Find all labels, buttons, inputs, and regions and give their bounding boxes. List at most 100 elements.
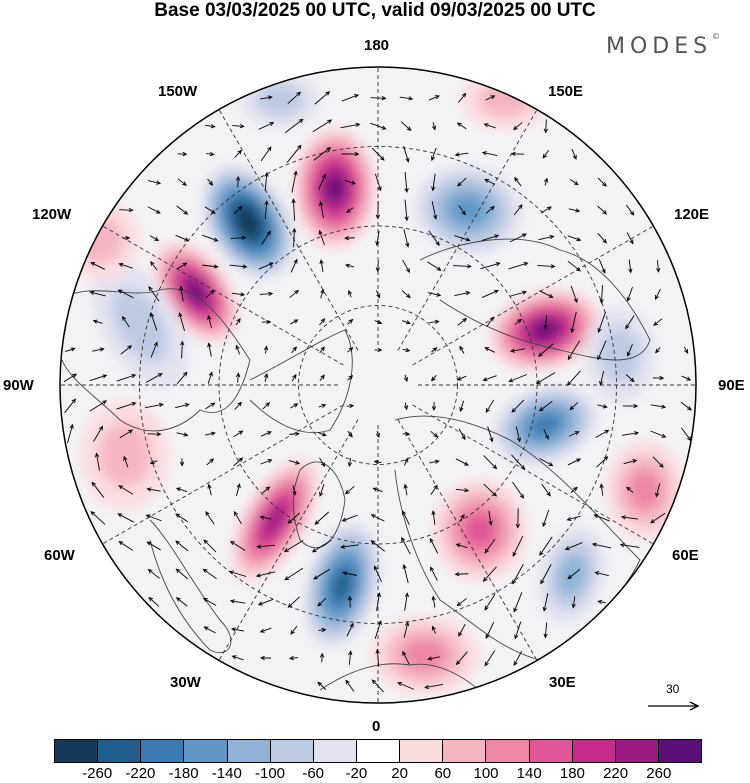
lon-label-60e: 60E (672, 547, 699, 564)
wind-vector (597, 404, 608, 409)
wind-vector (371, 679, 385, 693)
meridian-line (212, 419, 359, 672)
wind-vector (458, 92, 467, 103)
wind-vector (403, 374, 408, 383)
meridian-line (212, 98, 359, 351)
wind-vector (626, 286, 633, 302)
wind-vector (429, 537, 439, 554)
wind-vector (511, 454, 526, 470)
wind-vector (284, 567, 304, 581)
wind-vector (508, 262, 529, 270)
wind-vector (286, 144, 302, 163)
wind-vector (347, 289, 353, 298)
wind-vector (260, 95, 273, 100)
wind-vector (571, 148, 577, 160)
wind-vector (207, 314, 213, 329)
wind-vector (484, 594, 496, 611)
wind-vector (374, 620, 382, 640)
coastline (292, 461, 346, 549)
wind-vector (179, 458, 185, 467)
wind-vector (510, 151, 525, 157)
wind-vector (258, 122, 275, 130)
wind-vector (375, 648, 380, 667)
wind-vector (597, 311, 606, 333)
wind-vector (535, 372, 556, 385)
wind-vector (148, 596, 160, 607)
wind-vector (260, 146, 272, 162)
wind-vector (340, 122, 361, 129)
map-title: Base 03/03/2025 00 UTC, valid 09/03/2025… (154, 0, 596, 21)
wind-vector (650, 430, 667, 438)
wind-vector (233, 430, 244, 438)
wind-vector (431, 347, 438, 353)
wind-vector (314, 511, 330, 525)
lon-label-90e: 90E (718, 377, 745, 394)
wind-vector (626, 232, 634, 245)
wind-vector (374, 173, 382, 192)
wind-vector (347, 347, 354, 353)
wind-vector (116, 401, 137, 410)
wind-vector (318, 173, 326, 190)
wind-vector (374, 320, 383, 325)
wind-vector (90, 262, 106, 270)
wind-vector (564, 542, 583, 551)
wind-vector (480, 262, 501, 270)
wind-vector (256, 544, 275, 549)
wind-vector (118, 485, 134, 495)
wind-vector (345, 679, 355, 692)
wind-vector (482, 375, 497, 382)
wind-vector (403, 457, 409, 466)
wind-vector (207, 178, 214, 186)
wind-vector (514, 621, 522, 640)
wind-vector (92, 319, 103, 324)
meridian-line (397, 98, 544, 351)
wind-vector (481, 289, 499, 299)
meridian-line (397, 419, 544, 672)
wind-vector (542, 593, 549, 612)
wind-vector (119, 207, 134, 213)
wind-vector (430, 566, 438, 581)
wind-vector (481, 151, 498, 156)
wind-vector (431, 510, 436, 525)
wind-vector (341, 94, 359, 102)
wind-vector (570, 311, 577, 334)
map-boundary-circle (59, 66, 697, 704)
wind-vector (567, 569, 581, 580)
wind-vector (233, 205, 243, 214)
wind-vector (264, 373, 269, 383)
wind-vector (202, 234, 219, 242)
wind-vector (373, 459, 382, 465)
colorbar-tick-label: -260 (82, 765, 113, 782)
wind-vector (318, 627, 327, 633)
wind-vector (404, 171, 409, 194)
wind-vector (91, 481, 105, 498)
wind-vector (259, 627, 272, 633)
lon-label-180: 180 (364, 37, 390, 54)
wind-vector (290, 625, 298, 635)
wind-vector (118, 541, 134, 551)
wind-vector (176, 205, 189, 215)
wind-vector (428, 95, 440, 101)
wind-vector (431, 201, 438, 220)
wind-vector (259, 291, 274, 296)
colorbar-tick-label: 60 (434, 765, 452, 782)
wind-vector (232, 124, 245, 129)
wind-vector (341, 151, 360, 157)
wind-vector (652, 375, 665, 381)
wind-vector (515, 508, 521, 529)
wind-vector (175, 568, 188, 580)
wind-vector (542, 509, 550, 528)
wind-vector (485, 205, 495, 214)
wind-vector (650, 404, 667, 409)
wind-vector (594, 571, 609, 577)
colorbar-swatch (571, 740, 615, 762)
colorbar-tick-label: -140 (211, 765, 242, 782)
wind-vector (287, 596, 301, 608)
wind-vector (401, 320, 411, 325)
wind-vector (510, 348, 526, 353)
wind-vector (509, 233, 527, 243)
wind-vector (347, 374, 354, 381)
wind-vector (428, 230, 440, 246)
wind-vector (370, 122, 387, 130)
wind-vector (509, 290, 528, 297)
